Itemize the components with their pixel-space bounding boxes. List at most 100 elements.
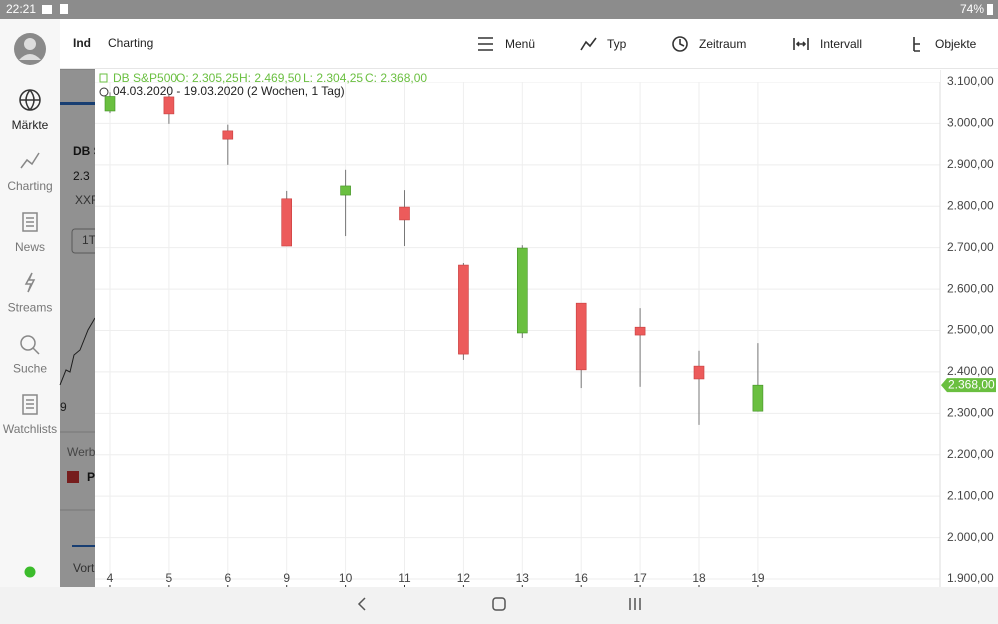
status-dot	[24, 566, 36, 578]
status-icon	[60, 4, 68, 14]
menu-icon[interactable]	[913, 37, 920, 52]
x-tick-label: 16	[575, 571, 589, 585]
x-tick-label: 12	[457, 571, 471, 585]
nav-label[interactable]: Märkte	[12, 118, 49, 132]
nav-label[interactable]: Suche	[13, 361, 47, 375]
battery-icon	[987, 4, 993, 15]
panel-text: Werbu	[67, 445, 102, 459]
status-icon	[42, 5, 52, 14]
sidebar	[0, 19, 60, 587]
nav-icon[interactable]	[22, 394, 38, 415]
chart-top-mask	[95, 70, 940, 82]
panel-text: 1T	[82, 233, 97, 247]
menu-item[interactable]: Menü	[505, 37, 535, 51]
ohlc-label: C: 2.368,00	[365, 71, 427, 85]
nav-label[interactable]: Charting	[7, 179, 52, 193]
menu-item[interactable]: Intervall	[820, 37, 862, 51]
y-tick-label: 2.300,00	[947, 406, 994, 420]
candle-body	[281, 198, 293, 247]
candle-body	[163, 96, 175, 115]
avatar-body	[19, 54, 41, 60]
panel-accent	[60, 102, 95, 105]
system-nav	[0, 587, 998, 624]
candle-body	[399, 206, 410, 221]
recents-button[interactable]	[629, 598, 641, 610]
menu-item[interactable]: Objekte	[935, 37, 977, 51]
menu-item[interactable]: Zeitraum	[699, 37, 746, 51]
period: 04.03.2020 - 19.03.2020	[113, 84, 244, 98]
background-panel: DB S 2.3 XXF 1T 9 Werbu P Vort	[59, 69, 103, 587]
y-tick-label: 1.900,00	[947, 571, 994, 585]
y-tick-label: 2.200,00	[947, 447, 994, 461]
menu-item[interactable]: Typ	[607, 37, 627, 51]
panel-text: XXF	[75, 193, 98, 207]
y-tick-label: 3.100,00	[947, 74, 994, 88]
x-tick-label: 5	[166, 571, 173, 585]
menu-icon[interactable]	[478, 37, 493, 51]
nav-label[interactable]: Watchlists	[3, 422, 57, 436]
chart-area	[95, 69, 998, 587]
candle-body	[458, 264, 469, 355]
x-tick-label: 13	[516, 571, 530, 585]
candle-body	[104, 96, 116, 112]
page-title: Charting	[108, 36, 153, 50]
menu-icon[interactable]	[580, 37, 597, 51]
panel-text: Vort	[73, 561, 95, 575]
y-tick-label: 2.600,00	[947, 281, 994, 295]
panel-accent	[72, 545, 95, 547]
y-tick-label: 2.000,00	[947, 530, 994, 544]
avatar-head	[24, 38, 36, 50]
panel-text: P	[87, 470, 95, 484]
candle-body	[634, 326, 646, 336]
home-button[interactable]	[492, 597, 506, 611]
last-price-tag	[941, 378, 996, 393]
dim-overlay	[60, 69, 95, 587]
nav-icon[interactable]	[20, 335, 40, 355]
menu-icon[interactable]	[793, 38, 809, 50]
ohlc-label: O: 2.305,25	[176, 71, 239, 85]
y-tick-label: 2.700,00	[947, 240, 994, 254]
status-battery: 74%	[960, 2, 984, 16]
x-tick-label: 19	[751, 571, 765, 585]
y-tick-label: 3.000,00	[947, 116, 994, 130]
candle-body	[693, 365, 705, 380]
x-tick-label: 6	[224, 571, 231, 585]
y-tick-label: 2.800,00	[947, 198, 994, 212]
panel-text: 2.3	[73, 169, 90, 183]
x-tick-label: 10	[339, 571, 353, 585]
menu-icon[interactable]	[672, 36, 688, 52]
x-tick-label: 17	[633, 571, 647, 585]
y-tick-label: 2.500,00	[947, 323, 994, 337]
period-icon	[99, 87, 109, 97]
nav-icon[interactable]	[24, 272, 36, 293]
y-tick-label: 2.400,00	[947, 364, 994, 378]
nav-icon[interactable]	[20, 152, 40, 169]
panel-text: DB S	[73, 144, 102, 158]
period-note: (2 Wochen, 1 Tag)	[247, 84, 345, 98]
nav-icon[interactable]	[19, 89, 41, 111]
candle-body	[575, 302, 587, 371]
back-button[interactable]	[357, 597, 366, 611]
candle-body	[516, 247, 528, 334]
panel-logo	[67, 471, 79, 483]
nav-icon[interactable]	[22, 212, 38, 232]
toolbar	[60, 19, 998, 69]
candle-body	[752, 384, 764, 412]
panel-text: Ind	[73, 36, 91, 50]
instrument: DB S&P500	[113, 71, 177, 85]
y-tick-label: 2.100,00	[947, 488, 994, 502]
panel-sparkline	[59, 317, 96, 386]
ohlc-label: L: 2.304,25	[303, 71, 363, 85]
candle-body	[222, 130, 234, 140]
nav-label[interactable]: Streams	[8, 301, 53, 315]
x-tick-label: 9	[283, 571, 290, 585]
info-icon	[99, 73, 108, 83]
x-tick-label: 4	[107, 571, 114, 585]
nav-label[interactable]: News	[15, 240, 45, 254]
candle-body	[340, 185, 351, 196]
x-tick-label: 18	[692, 571, 706, 585]
last-price-label: 2.368,00	[948, 377, 995, 391]
panel-text: 9	[60, 400, 67, 414]
ohlc-label: H: 2.469,50	[239, 71, 301, 85]
